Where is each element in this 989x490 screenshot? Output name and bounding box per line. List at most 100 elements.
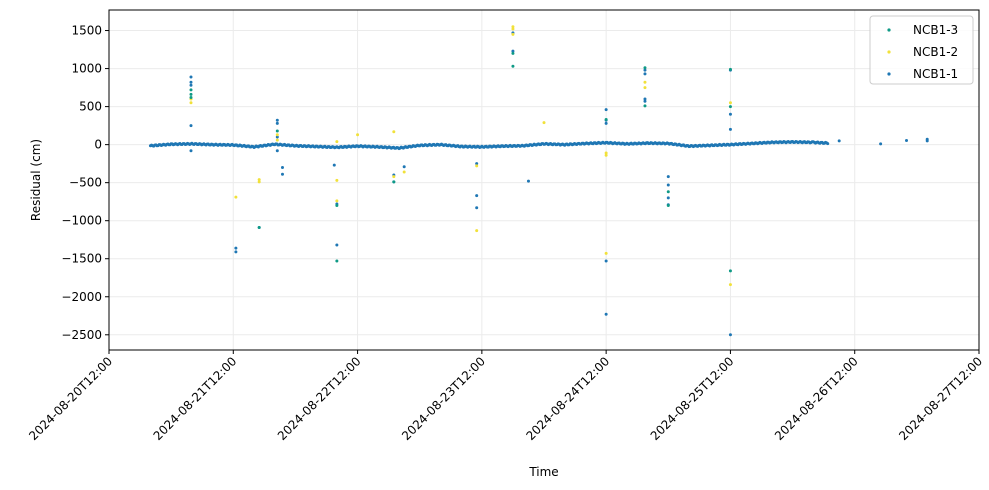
legend-label: NCB1-1	[913, 67, 958, 81]
data-point	[643, 86, 647, 90]
data-point	[335, 259, 339, 263]
y-tick-label: −1500	[61, 252, 102, 266]
data-point	[402, 170, 406, 174]
data-point	[643, 68, 647, 72]
data-point	[275, 133, 279, 137]
data-point	[189, 83, 193, 87]
data-point	[604, 259, 608, 263]
grid	[108, 10, 980, 350]
legend-marker	[887, 50, 891, 54]
series-ncb1-1	[148, 31, 929, 337]
data-point	[666, 183, 670, 187]
data-point	[879, 142, 883, 146]
data-point	[728, 105, 732, 109]
data-point	[332, 163, 336, 167]
data-point	[402, 165, 406, 169]
data-point	[604, 251, 608, 255]
data-point	[392, 130, 396, 134]
data-point	[728, 269, 732, 273]
y-tick-label: −1000	[61, 214, 102, 228]
data-point	[275, 129, 279, 133]
data-point	[475, 206, 479, 210]
plot-frame	[108, 9, 980, 351]
data-point	[643, 66, 647, 70]
data-point	[666, 196, 670, 200]
data-point	[604, 108, 608, 112]
data-point	[604, 312, 608, 316]
data-point	[275, 135, 279, 139]
data-point	[189, 80, 193, 84]
y-tick-label: −2500	[61, 328, 102, 342]
data-point	[275, 121, 279, 125]
data-point	[335, 199, 339, 203]
data-point	[604, 121, 608, 125]
y-tick-label: 0	[94, 138, 102, 152]
data-point	[234, 246, 238, 250]
data-point	[257, 226, 261, 230]
y-tick-label: 1000	[71, 62, 102, 76]
data-point	[189, 92, 193, 96]
data-point	[542, 121, 546, 125]
data-point	[643, 72, 647, 76]
data-point	[905, 138, 908, 142]
data-point	[643, 104, 647, 108]
data-point	[728, 127, 732, 131]
data-point	[511, 64, 515, 68]
legend-marker	[887, 28, 891, 32]
data-point	[475, 164, 479, 168]
data-point	[666, 203, 670, 207]
data-points	[148, 25, 929, 337]
y-tick-label: −2000	[61, 290, 102, 304]
data-point	[234, 195, 238, 199]
x-axis-label: Time	[528, 465, 558, 479]
data-point	[666, 190, 670, 194]
legend: NCB1-3 NCB1-2 NCB1-1	[869, 15, 974, 85]
legend-box	[869, 15, 974, 85]
data-point	[837, 139, 841, 143]
data-point	[511, 32, 515, 36]
data-point	[643, 80, 647, 84]
data-point	[728, 67, 732, 71]
y-tick-label: 1500	[71, 24, 102, 38]
data-point	[728, 112, 732, 116]
data-point	[392, 175, 396, 179]
data-point	[189, 75, 193, 79]
legend-marker	[887, 72, 891, 76]
data-point	[511, 27, 515, 31]
data-point	[643, 99, 647, 103]
data-point	[189, 101, 193, 105]
data-point	[728, 283, 732, 287]
series-ncb1-2	[189, 25, 732, 287]
data-point	[335, 140, 339, 144]
data-point	[189, 124, 193, 128]
data-point	[356, 133, 360, 137]
data-point	[511, 51, 515, 55]
data-point	[475, 162, 479, 166]
data-point	[511, 25, 515, 29]
y-tick-label: −500	[69, 176, 102, 190]
legend-label: NCB1-3	[913, 23, 958, 37]
data-point	[257, 180, 261, 184]
data-point	[275, 138, 279, 142]
data-point	[526, 179, 530, 183]
data-point	[475, 229, 479, 233]
data-point	[234, 250, 238, 254]
data-point	[275, 118, 279, 122]
data-point	[728, 101, 732, 105]
y-tick-label: 500	[79, 100, 102, 114]
data-point	[666, 175, 670, 179]
data-point	[335, 203, 339, 207]
data-point	[189, 149, 193, 153]
data-point	[604, 153, 608, 157]
data-point	[643, 97, 647, 101]
legend-label: NCB1-2	[913, 45, 958, 59]
data-point	[511, 49, 515, 53]
data-point	[280, 172, 284, 176]
data-point	[604, 151, 608, 155]
data-point	[275, 149, 279, 153]
data-point	[335, 243, 339, 247]
data-point	[189, 88, 193, 92]
data-point	[189, 95, 193, 99]
